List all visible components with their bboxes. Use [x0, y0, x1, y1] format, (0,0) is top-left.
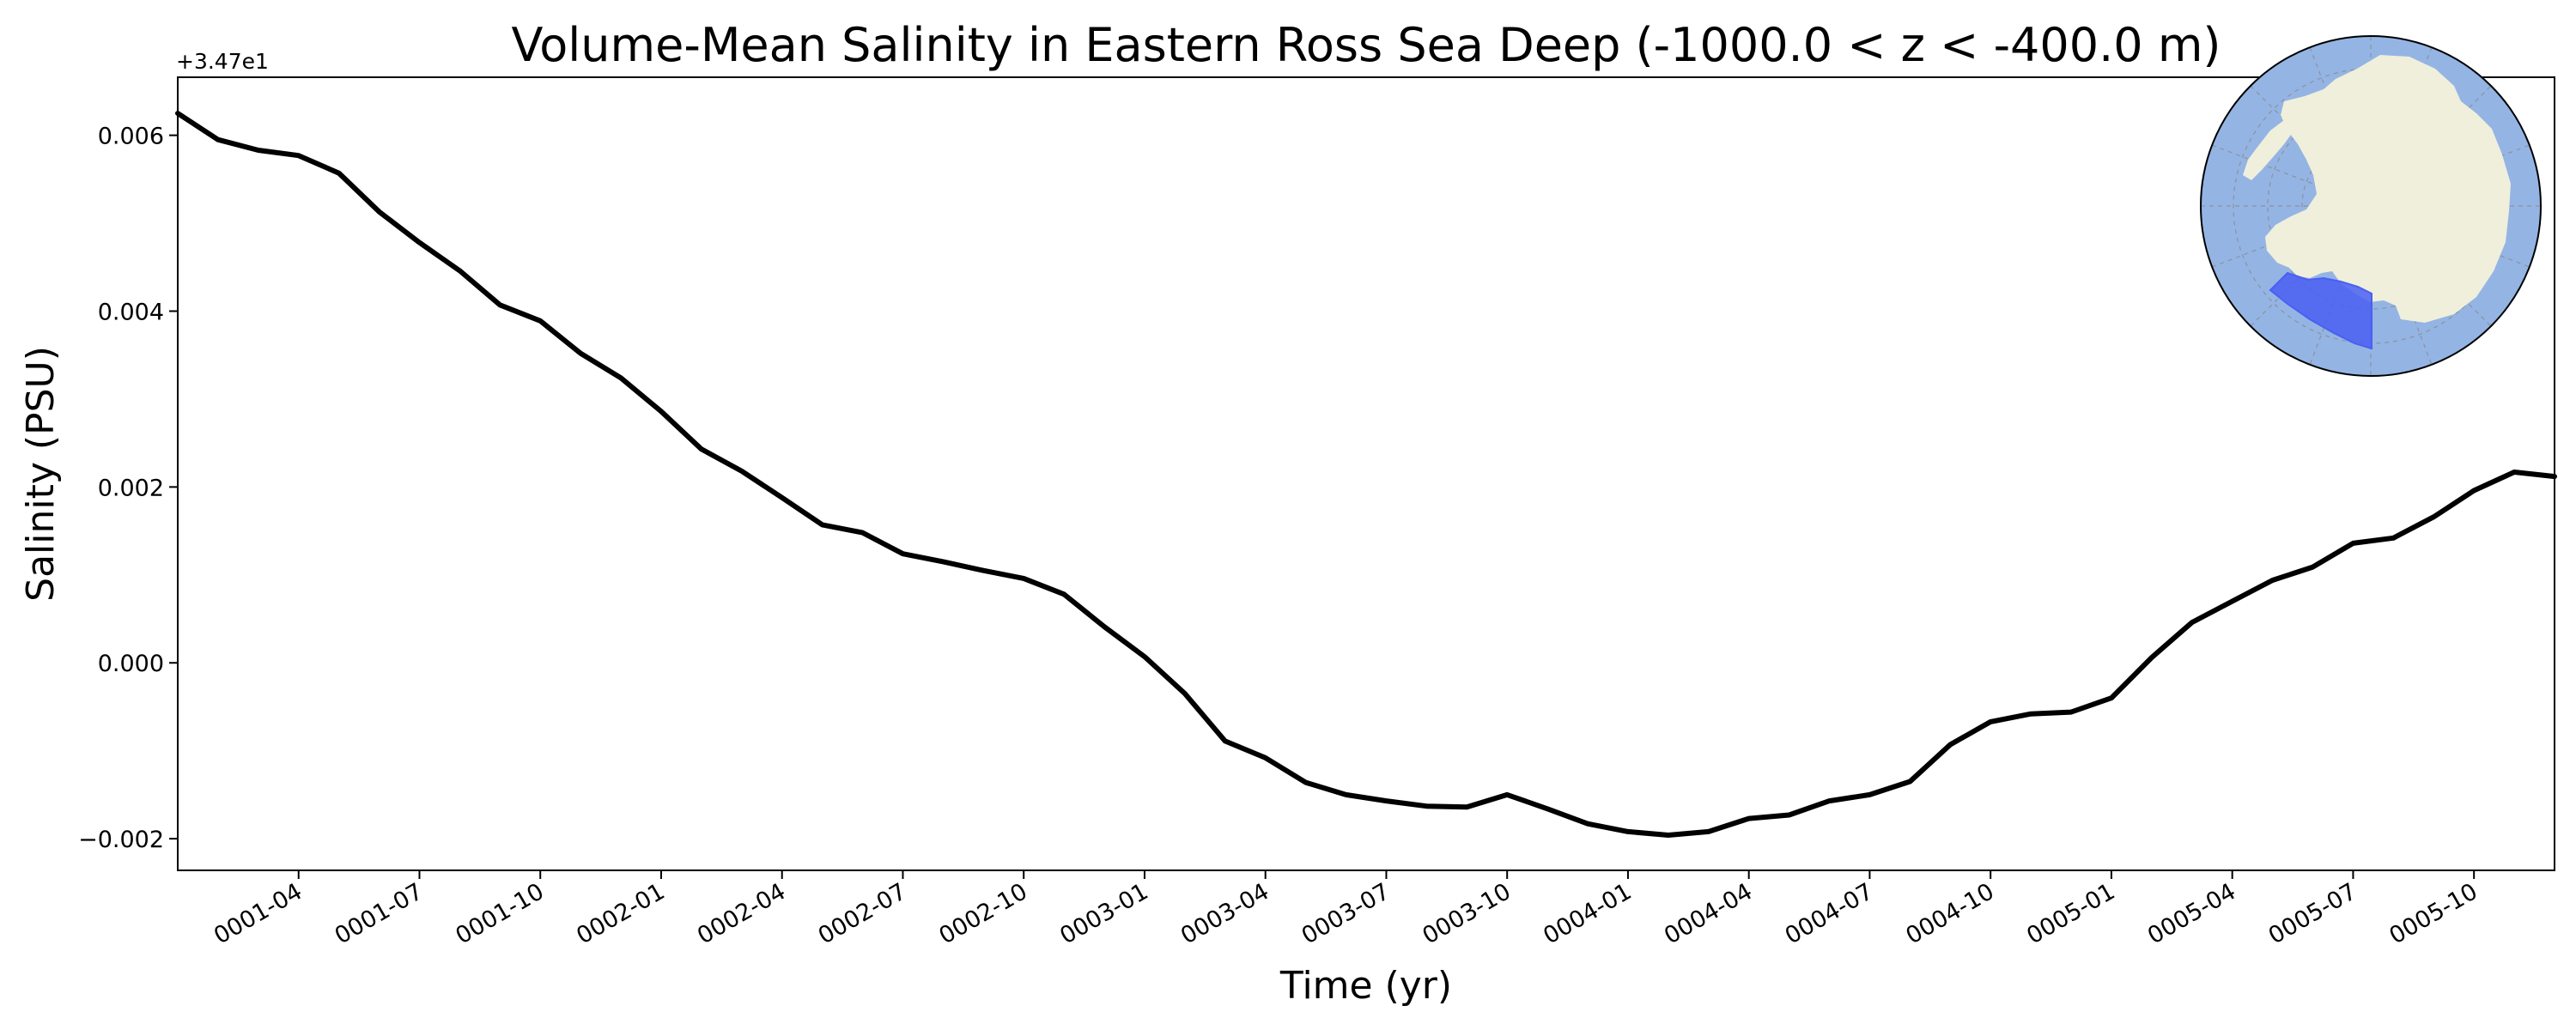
inset-peninsula-land	[2243, 120, 2293, 180]
inset-globe-border	[2200, 35, 2542, 377]
x-tick-label: 0004-04	[1660, 878, 1757, 949]
inset-map-antarctica	[2200, 35, 2542, 377]
plot-frame	[177, 76, 2555, 871]
plot-area	[175, 111, 2557, 838]
y-tick-label: −0.002	[78, 827, 164, 853]
series-line-0	[175, 111, 2557, 838]
x-tick-label: 0003-01	[1055, 878, 1152, 949]
x-tick-label: 0002-10	[935, 878, 1032, 949]
x-tick-label: 0002-01	[572, 878, 669, 949]
x-tick-label: 0005-10	[2385, 878, 2482, 949]
x-tick-label: 0003-07	[1297, 878, 1394, 949]
y-tick-label: 0.000	[98, 651, 164, 677]
x-tick-label: 0002-07	[814, 878, 911, 949]
y-tick-label: 0.006	[98, 124, 164, 150]
x-tick-label: 0005-01	[2022, 878, 2119, 949]
chart-title: Volume-Mean Salinity in Eastern Ross Sea…	[512, 18, 2221, 72]
x-tick-label: 0004-10	[1901, 878, 1998, 949]
x-tick-label: 0003-04	[1176, 878, 1273, 949]
y-axis-label: Salinity (PSU)	[19, 346, 63, 602]
inset-highlighted-region	[2269, 271, 2372, 350]
x-tick-label: 0002-04	[693, 878, 790, 949]
x-tick-label: 0001-04	[210, 878, 307, 949]
x-tick-label: 0004-07	[1781, 878, 1878, 949]
y-axis: −0.002 0.000 0.002 0.004 0.006	[78, 124, 178, 853]
x-tick-label: 0003-10	[1419, 878, 1516, 949]
y-axis-offset-label: +3.47e1	[176, 49, 269, 74]
x-tick-label: 0001-10	[452, 878, 549, 949]
inset-antarctica-land	[2265, 55, 2511, 323]
x-tick-label: 0004-01	[1539, 878, 1636, 949]
x-tick-label: 0001-07	[331, 878, 428, 949]
y-tick-label: 0.002	[98, 475, 164, 501]
y-tick-label: 0.004	[98, 299, 164, 325]
x-axis-label: Time (yr)	[1279, 964, 1452, 1008]
x-tick-label: 0005-04	[2143, 878, 2240, 949]
x-axis: 0001-04 0001-07 0001-10 0002-01 0002-04 0002-…	[210, 870, 2482, 949]
x-tick-label: 0005-07	[2264, 878, 2361, 949]
